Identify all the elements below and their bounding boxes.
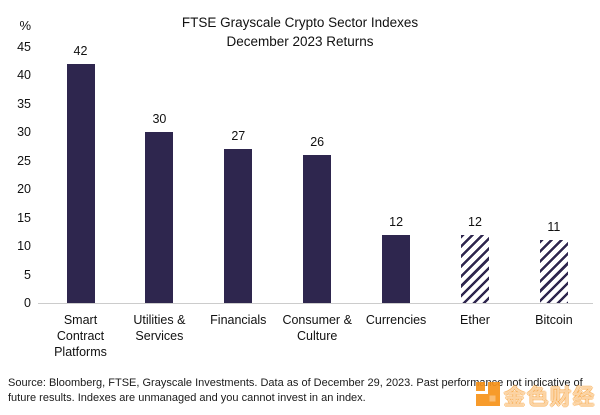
bar-value-label: 12	[468, 214, 482, 229]
category-label-line: Financials	[210, 313, 267, 327]
category-label: Utilities & Services	[99, 312, 219, 344]
y-tick-label: 25	[17, 153, 31, 168]
category-label-line: Contract	[56, 329, 105, 343]
y-tick-label: 35	[17, 96, 31, 111]
bar-financials	[224, 149, 253, 303]
bar-utilities-services	[145, 132, 174, 303]
x-axis-line	[38, 303, 593, 304]
y-tick-label: 40	[17, 68, 31, 83]
y-tick-label: 0	[24, 296, 31, 310]
y-tick-label: 10	[17, 239, 31, 254]
category-label-line: Culture	[297, 329, 338, 343]
watermark-text: 金色财经	[504, 386, 596, 409]
bar-value-label: 11	[547, 220, 561, 235]
category-label-line: Currencies	[365, 313, 427, 327]
bar-bitcoin	[539, 240, 568, 303]
category-label-line: Services	[135, 329, 184, 343]
bar-value-label: 12	[389, 214, 404, 229]
y-tick-label: 20	[17, 182, 31, 197]
chart-title-line1: FTSE Grayscale Crypto Sector Indexes	[181, 15, 419, 30]
category-label-line: Ether	[460, 313, 490, 327]
category-label: Smart Contract Platforms	[21, 312, 141, 360]
y-axis-unit-label: %	[19, 18, 31, 33]
chart-title-line2: December 2023 Returns	[226, 34, 374, 49]
category-label: Currencies	[336, 312, 456, 328]
y-tick-label: 15	[17, 210, 31, 225]
category-label-line: Bitcoin	[535, 313, 573, 327]
bar-value-label: 42	[73, 44, 88, 59]
category-label: Ether	[415, 312, 535, 328]
bar-value-label: 30	[152, 112, 167, 127]
y-tick-label: 30	[17, 125, 31, 140]
bar-ether	[461, 234, 489, 303]
source-note: Source: Bloomberg, FTSE, Grayscale Inves…	[8, 377, 583, 404]
category-label: Bitcoin	[494, 312, 600, 328]
category-label-line: Consumer &	[282, 313, 352, 327]
bar-value-label: 27	[231, 129, 246, 144]
category-label-line: Smart	[63, 313, 98, 327]
chart-title: FTSE Grayscale Crypto Sector Indexes Dec…	[0, 13, 600, 51]
bar-value-label: 26	[310, 135, 325, 150]
y-tick-label: 5	[24, 267, 31, 282]
bar-currencies	[382, 234, 411, 303]
bar-smart-contract-platforms	[66, 64, 95, 303]
category-label-line: Platforms	[54, 345, 107, 359]
category-label-line: Utilities &	[133, 313, 186, 327]
y-tick-label: 45	[17, 40, 31, 54]
watermark: 金色财经	[476, 381, 596, 411]
bar-consumer-culture	[303, 155, 332, 303]
category-label: Financials	[178, 312, 298, 328]
jinse-finance-logo-icon	[476, 381, 500, 411]
category-label: Consumer & Culture	[257, 312, 377, 344]
